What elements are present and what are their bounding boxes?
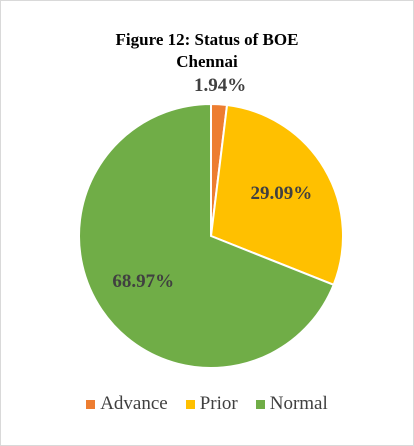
data-label: 1.94% (194, 75, 247, 97)
legend-item: Prior (185, 393, 238, 415)
data-label: 29.09% (250, 183, 313, 205)
legend-swatch (86, 399, 96, 409)
legend-label: Prior (199, 393, 238, 414)
legend-swatch (185, 399, 195, 409)
legend-item: Advance (86, 393, 168, 415)
legend: Advance Prior Normal (1, 393, 413, 415)
data-label: 68.97% (112, 270, 175, 292)
pie-slice (78, 102, 335, 369)
legend-item: Normal (255, 393, 328, 415)
pie-slice (209, 103, 344, 287)
chart-title: Figure 12: Status of BOE Chennai (115, 30, 299, 71)
legend-label: Normal (269, 393, 328, 414)
legend-swatch (255, 399, 265, 409)
legend-label: Advance (100, 393, 168, 414)
